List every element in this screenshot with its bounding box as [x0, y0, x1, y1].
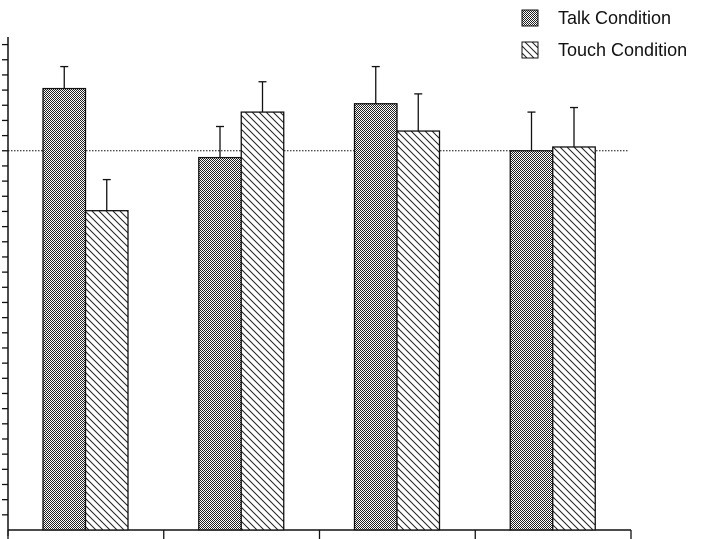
bar-talk [198, 156, 242, 531]
bar-touch [552, 146, 596, 531]
legend-swatch-touch [521, 41, 539, 59]
bar-touch [240, 111, 285, 531]
bar-touch [84, 210, 129, 531]
legend-label-talk: Talk Condition [558, 8, 671, 28]
bars [42, 65, 596, 531]
legend: Talk Condition Touch Condition [521, 8, 687, 60]
bar-touch [396, 130, 441, 531]
bar-talk [353, 103, 398, 531]
legend-swatch-talk [521, 9, 539, 27]
bar-talk [509, 150, 554, 531]
bar-talk [42, 87, 87, 531]
legend-label-touch: Touch Condition [558, 40, 687, 60]
